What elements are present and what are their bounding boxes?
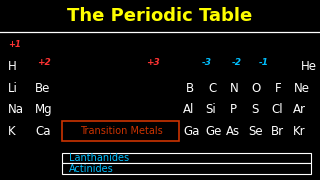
Text: Ca: Ca (35, 125, 51, 138)
Text: He: He (301, 60, 317, 73)
Text: F: F (275, 82, 282, 95)
Text: Al: Al (183, 103, 195, 116)
Text: P: P (230, 103, 237, 116)
Text: Lanthanides: Lanthanides (69, 153, 129, 163)
Text: Li: Li (8, 82, 18, 95)
Text: -2: -2 (232, 58, 242, 67)
Text: Mg: Mg (35, 103, 53, 116)
Text: Ne: Ne (294, 82, 310, 95)
Text: +2: +2 (37, 58, 51, 67)
Text: Ga: Ga (183, 125, 199, 138)
Text: Cl: Cl (271, 103, 283, 116)
Text: As: As (226, 125, 240, 138)
Text: +3: +3 (146, 58, 159, 67)
Text: Na: Na (8, 103, 24, 116)
Text: N: N (230, 82, 238, 95)
Text: K: K (8, 125, 16, 138)
FancyBboxPatch shape (62, 163, 311, 174)
Text: C: C (208, 82, 216, 95)
Text: Br: Br (271, 125, 284, 138)
Text: -3: -3 (202, 58, 212, 67)
Text: Se: Se (248, 125, 263, 138)
Text: -1: -1 (259, 58, 268, 67)
FancyBboxPatch shape (62, 121, 179, 141)
Text: Transition Metals: Transition Metals (80, 126, 162, 136)
Text: H: H (8, 60, 17, 73)
Text: O: O (252, 82, 261, 95)
Text: S: S (252, 103, 259, 116)
Text: Ge: Ge (205, 125, 222, 138)
Text: Be: Be (35, 82, 51, 95)
Text: +1: +1 (8, 40, 21, 49)
Text: Actinides: Actinides (69, 164, 114, 174)
Text: Kr: Kr (293, 125, 306, 138)
Text: B: B (186, 82, 194, 95)
FancyBboxPatch shape (62, 153, 311, 163)
Text: Ar: Ar (293, 103, 306, 116)
Text: The Periodic Table: The Periodic Table (68, 7, 252, 25)
Text: Si: Si (205, 103, 216, 116)
